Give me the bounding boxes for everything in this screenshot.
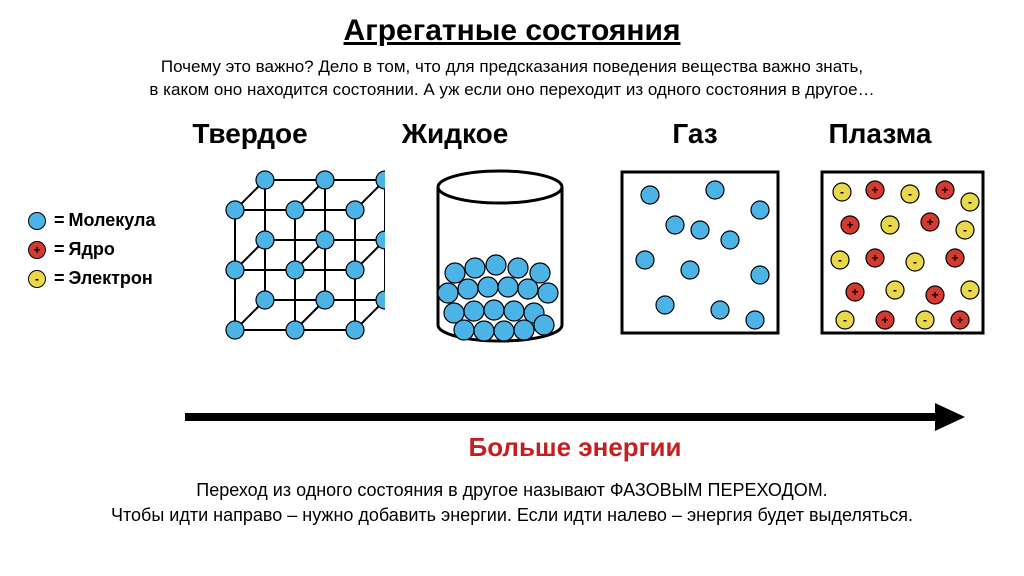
liquid-cylinder-diagram bbox=[420, 165, 580, 355]
svg-text:+: + bbox=[851, 285, 858, 299]
diagram-area: -+-+-+-+--+-++-+--+-+ bbox=[0, 160, 1024, 380]
svg-text:-: - bbox=[888, 218, 892, 232]
svg-text:-: - bbox=[963, 223, 967, 237]
svg-text:+: + bbox=[871, 183, 878, 197]
svg-text:+: + bbox=[931, 288, 938, 302]
svg-text:-: - bbox=[843, 313, 847, 327]
plasma-box-diagram: -+-+-+-+--+-++-+--+-+ bbox=[820, 170, 985, 335]
state-label-solid: Твердое bbox=[170, 118, 330, 150]
page-title: Агрегатные состояния bbox=[0, 0, 1024, 48]
state-label-plasma: Плазма bbox=[800, 118, 960, 150]
footer-line-1: Переход из одного состояния в другое наз… bbox=[196, 480, 827, 500]
svg-text:+: + bbox=[941, 183, 948, 197]
svg-text:-: - bbox=[968, 195, 972, 209]
solid-lattice-diagram bbox=[195, 160, 385, 360]
svg-text:-: - bbox=[968, 283, 972, 297]
energy-arrow-group: Больше энергии bbox=[185, 400, 965, 463]
svg-text:-: - bbox=[838, 253, 842, 267]
svg-text:+: + bbox=[881, 313, 888, 327]
arrow-right-icon bbox=[185, 400, 965, 434]
subtitle-line-1: Почему это важно? Дело в том, что для пр… bbox=[161, 57, 863, 76]
gas-box-diagram bbox=[620, 170, 780, 335]
subtitle-line-2: в каком оно находится состоянии. А уж ес… bbox=[149, 80, 874, 99]
footer-text: Переход из одного состояния в другое наз… bbox=[0, 478, 1024, 528]
svg-text:+: + bbox=[926, 215, 933, 229]
arrow-label: Больше энергии bbox=[185, 432, 965, 463]
svg-text:-: - bbox=[908, 187, 912, 201]
svg-text:+: + bbox=[956, 313, 963, 327]
svg-text:+: + bbox=[846, 218, 853, 232]
svg-text:-: - bbox=[923, 313, 927, 327]
state-label-gas: Газ bbox=[635, 118, 755, 150]
footer-line-2: Чтобы идти направо – нужно добавить энер… bbox=[111, 505, 913, 525]
subtitle: Почему это важно? Дело в том, что для пр… bbox=[0, 56, 1024, 102]
svg-text:-: - bbox=[893, 283, 897, 297]
svg-text:+: + bbox=[951, 251, 958, 265]
svg-text:+: + bbox=[871, 251, 878, 265]
state-label-liquid: Жидкое bbox=[375, 118, 535, 150]
svg-text:-: - bbox=[840, 185, 844, 199]
svg-text:-: - bbox=[913, 255, 917, 269]
